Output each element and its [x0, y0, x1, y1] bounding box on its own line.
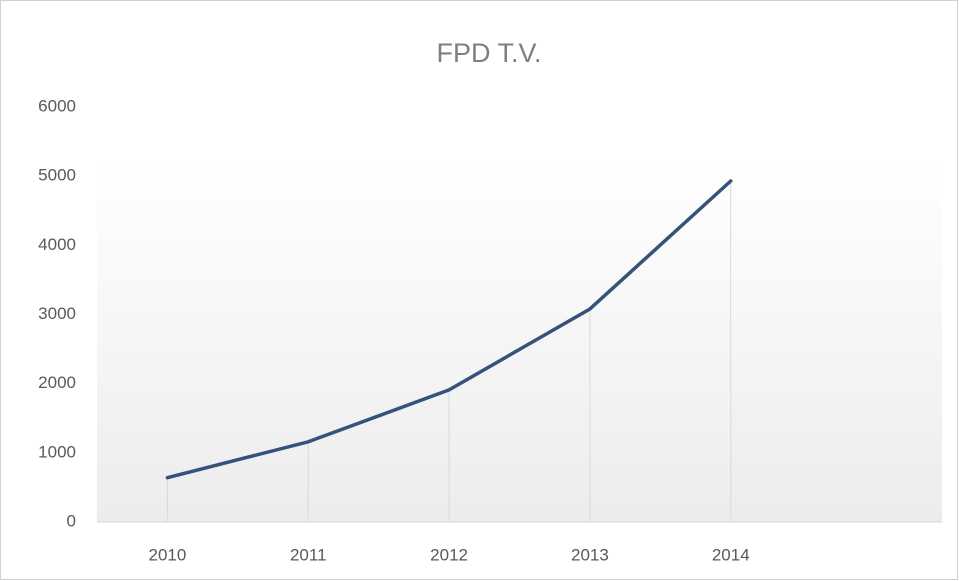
x-tick-label: 2011	[290, 545, 327, 564]
y-tick-label: 3000	[38, 304, 76, 323]
chart-title: FPD T.V.	[436, 38, 541, 68]
x-tick-label: 2014	[712, 545, 750, 564]
y-tick-label: 2000	[38, 373, 76, 392]
y-tick-label: 5000	[38, 166, 76, 185]
y-tick-label: 0	[67, 511, 76, 530]
y-tick-label: 1000	[38, 442, 76, 461]
x-tick-label: 2012	[430, 545, 468, 564]
line-series	[165, 179, 733, 480]
x-tick-label: 2013	[571, 545, 609, 564]
x-tick-label: 2010	[149, 545, 187, 564]
y-tick-label: 6000	[38, 96, 76, 115]
plot-background	[97, 160, 942, 522]
y-tick-label: 4000	[38, 235, 76, 254]
